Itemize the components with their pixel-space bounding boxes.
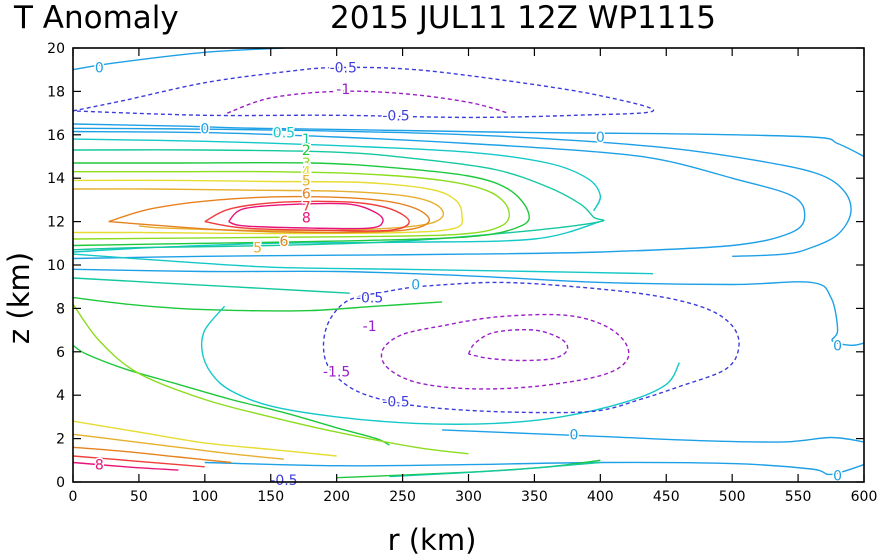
x-tick-label: 550 bbox=[785, 489, 812, 505]
contour-line-level-7 bbox=[73, 455, 205, 468]
contour-line-level-0 bbox=[73, 48, 284, 71]
contour-label: 5 bbox=[302, 173, 311, 189]
contour-label: 0 bbox=[411, 278, 420, 294]
y-tick-label: 12 bbox=[47, 215, 65, 231]
contour-label: 4 bbox=[302, 165, 311, 181]
contour-line-level-neg0p5 bbox=[73, 66, 654, 119]
contour-line-level-0 bbox=[73, 130, 806, 260]
contour-lines bbox=[73, 48, 864, 479]
contour-label: 0 bbox=[833, 468, 842, 484]
x-tick-label: 50 bbox=[130, 489, 148, 505]
x-tick-label: 100 bbox=[191, 489, 218, 505]
y-axis-label: z (km) bbox=[2, 252, 36, 344]
contour-label: 1 bbox=[302, 132, 311, 148]
contour-label: -0.5 bbox=[330, 61, 357, 77]
contour-label: 0 bbox=[570, 427, 579, 443]
y-tick-label: 8 bbox=[56, 301, 65, 317]
y-tick-label: 6 bbox=[56, 345, 65, 361]
contour-line-level-0p5 bbox=[73, 138, 602, 212]
contour-label: 8 bbox=[95, 458, 104, 474]
contour-line-level-3 bbox=[73, 303, 469, 455]
contour-label: 6 bbox=[279, 234, 288, 250]
contour-label: -0.5 bbox=[382, 395, 409, 411]
y-tick-label: 16 bbox=[47, 128, 65, 144]
x-tick-label: 250 bbox=[389, 489, 416, 505]
contour-line-level-neg1p5 bbox=[467, 328, 569, 362]
contour-label: -0.5 bbox=[356, 291, 383, 307]
contour-label: -1 bbox=[336, 82, 350, 98]
plot-frame bbox=[72, 47, 865, 483]
contour-label: 0 bbox=[95, 61, 104, 77]
contour-line-level-2 bbox=[73, 344, 390, 446]
chart-title-right: 2015 JUL11 12Z WP1115 bbox=[330, 0, 716, 36]
contour-label: 6 bbox=[302, 186, 311, 202]
contour-line-level-8 bbox=[73, 461, 179, 471]
contour-line-level-neg1 bbox=[226, 90, 509, 114]
contour-line-level-1 bbox=[73, 149, 605, 251]
contour-label: 0 bbox=[200, 121, 209, 137]
contour-label: 7 bbox=[302, 199, 311, 215]
contour-line-level-4 bbox=[73, 420, 337, 457]
contour-line-level-8 bbox=[228, 202, 384, 230]
contour-label: 5 bbox=[253, 241, 262, 257]
contour-line-level-3 bbox=[73, 170, 510, 240]
y-tick-label: 10 bbox=[47, 258, 65, 274]
contour-line-level-2 bbox=[73, 296, 443, 312]
contour-line-level-6 bbox=[108, 195, 431, 234]
x-axis-label: r (km) bbox=[388, 523, 477, 557]
contour-line-level-0 bbox=[442, 429, 864, 443]
x-tick-label: 600 bbox=[851, 489, 878, 505]
contour-line-level-5 bbox=[73, 433, 284, 460]
y-tick-label: 0 bbox=[56, 475, 65, 491]
contour-line-level-6 bbox=[73, 446, 232, 464]
contour-line-level-neg1 bbox=[380, 313, 630, 390]
contour-label: -0.5 bbox=[382, 108, 409, 124]
x-tick-label: 300 bbox=[455, 489, 482, 505]
x-tick-label: 400 bbox=[587, 489, 614, 505]
contour-line-level-2 bbox=[73, 161, 530, 247]
contour-line-level-5 bbox=[73, 188, 445, 232]
contour-label: 0.5 bbox=[273, 126, 295, 142]
contour-label: 3 bbox=[302, 156, 311, 172]
contour-label: 0 bbox=[833, 338, 842, 354]
x-axis-ticks: 0 50 100 150 200 250 300 350 400 450 500 550 600 bbox=[69, 48, 878, 505]
x-tick-label: 200 bbox=[323, 489, 350, 505]
x-tick-label: 450 bbox=[653, 489, 680, 505]
contour-line-level-neg0p5 bbox=[322, 281, 740, 414]
contour-line-level-0p5 bbox=[73, 253, 654, 275]
contour-label: -1 bbox=[363, 319, 377, 335]
contour-line-level-4 bbox=[73, 179, 464, 235]
contour-label: 2 bbox=[302, 143, 311, 159]
x-tick-label: 350 bbox=[521, 489, 548, 505]
y-tick-label: 20 bbox=[47, 41, 65, 57]
contour-label: -0.5 bbox=[270, 473, 297, 489]
chart-title-left: T Anomaly bbox=[13, 0, 179, 36]
contour-line-level-1 bbox=[389, 461, 601, 478]
x-tick-label: 0 bbox=[69, 489, 78, 505]
contour-line-level-0 bbox=[204, 461, 864, 476]
contour-label: 0 bbox=[596, 130, 605, 146]
x-tick-label: 150 bbox=[257, 489, 284, 505]
y-tick-label: 14 bbox=[47, 171, 65, 187]
contour-line-level-1 bbox=[73, 277, 350, 294]
contour-line-level-0 bbox=[73, 127, 852, 257]
contour-line-level-0p5 bbox=[200, 305, 681, 425]
contour-label: -1.5 bbox=[323, 364, 350, 380]
contour-label: 8 bbox=[302, 210, 311, 226]
contour-line-level-7 bbox=[204, 200, 410, 232]
y-tick-label: 18 bbox=[47, 84, 65, 100]
x-tick-label: 500 bbox=[719, 489, 746, 505]
contour-line-level-0 bbox=[73, 123, 864, 158]
contour-line-level-0 bbox=[73, 268, 864, 347]
y-tick-label: 4 bbox=[56, 388, 65, 404]
y-tick-label: 2 bbox=[56, 432, 65, 448]
